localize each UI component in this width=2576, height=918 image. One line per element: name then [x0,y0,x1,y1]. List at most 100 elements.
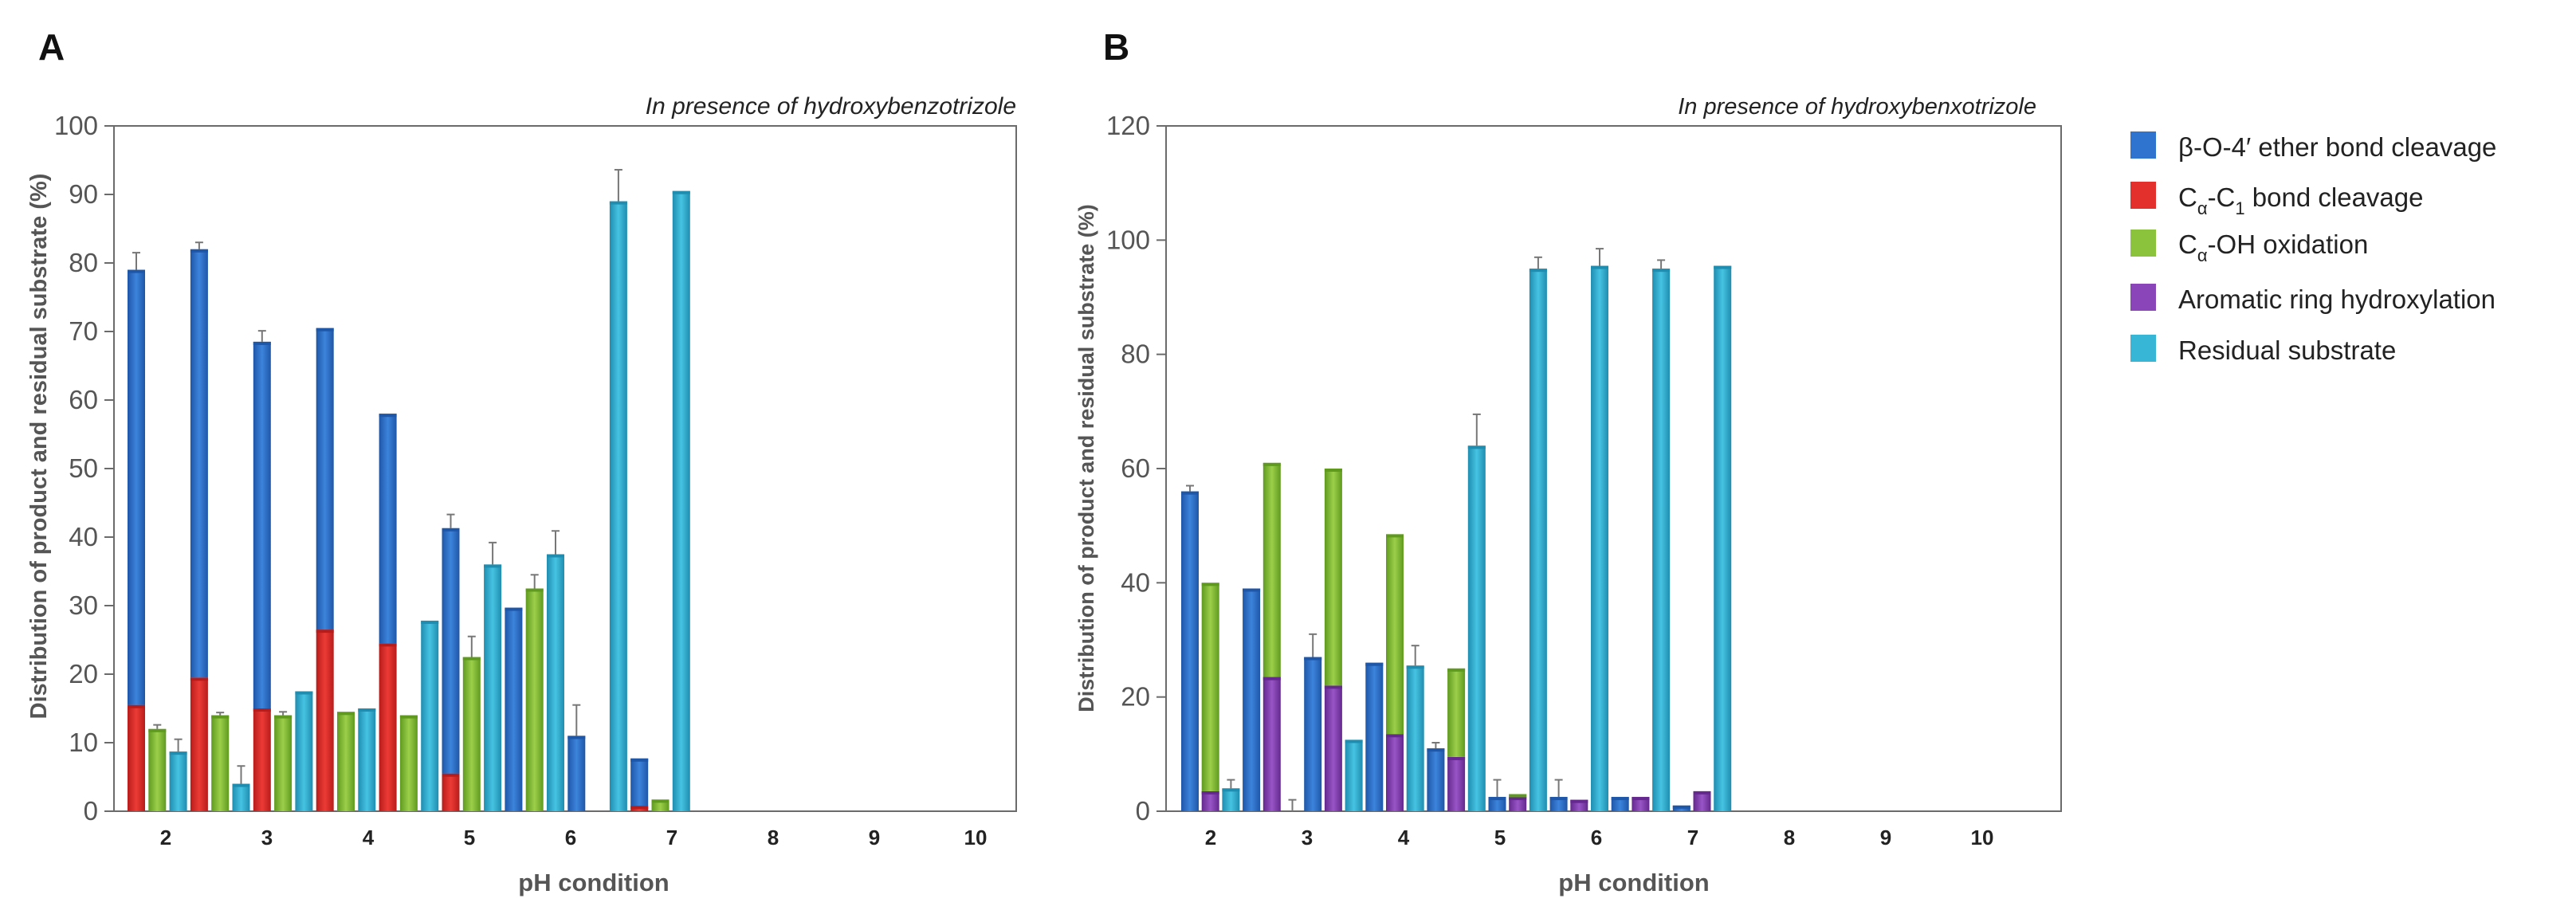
bar-beta-o4-b [1488,797,1506,811]
x-tick-label-b: 3 [1302,826,1313,849]
bar-cap-a [128,269,145,273]
bar-residual-b [1591,265,1608,811]
bar-cap-b [1222,788,1240,792]
y-tick-label-b: 120 [1106,111,1150,140]
legend-swatch-beta-o4 [2130,131,2156,159]
bar-cap-a [274,715,293,719]
bar-ca-oh-a [525,588,544,811]
bar-cap-b [1365,662,1384,666]
bar-cap-a [190,249,208,253]
bar-residual-a [295,691,313,811]
x-tick-label-b: 4 [1398,826,1410,849]
bar-beta-o4-a [316,328,334,630]
plot-frame-b [1165,125,2062,812]
x-tick-label-b: 8 [1784,826,1795,849]
y-tick-label-b: 100 [1106,225,1150,254]
bar-residual-b [1345,740,1363,811]
bar-ca-oh-a [148,728,167,811]
bar-cap-b [1549,797,1568,801]
bar-beta-o4-a [128,269,145,705]
bar-cap-a [316,328,334,332]
y-axis-title-a: Distribution of product and residual sub… [26,174,52,720]
bar-residual-a [609,201,627,812]
bar-residual-a [484,564,502,811]
x-tick-label-a: 5 [464,826,475,849]
bar-ca-oh-a [399,715,418,811]
bar-ca-oh-a [211,715,230,811]
bar-cap-a [421,620,439,624]
y-tick-label-b: 20 [1121,682,1150,712]
x-tick-label-a: 6 [565,826,576,849]
bar-cap-a [253,341,271,345]
bar-cap-b [1406,665,1424,669]
bar-aromatic-b [1447,756,1466,811]
chart-panel-a: A 0 10 20 30 40 50 60 70 80 90 100 2 3 4 5 6 7 8 9 10 In pr… [26,26,1017,896]
bar-cap-a [630,806,649,810]
bar-beta-o4-b [1549,797,1568,811]
x-axis-title-b: pH condition [1558,869,1709,896]
bar-cap-b [1652,269,1671,273]
bar-residual-a [421,620,439,811]
bar-cap-a [379,414,397,418]
y-tick-label-b: 60 [1121,453,1150,483]
bar-cap-a [484,564,502,568]
y-tick-label-b: 80 [1121,339,1150,369]
bar-residual-b [1222,788,1240,811]
bar-residual-b [1406,665,1424,811]
bar-cap-a [462,657,481,661]
y-tick-label-a: 60 [69,385,98,414]
x-tick-label-a: 8 [768,826,779,849]
y-tick-label-b: 0 [1136,796,1150,826]
x-tick-label-b: 7 [1687,826,1698,849]
bar-cap-a [672,190,690,194]
panel-label-a: A [38,26,65,68]
chart-panel-b: B 0 20 40 60 80 100 120 2 3 4 5 6 7 8 9 10 In presence … [1074,26,2062,896]
bar-cap-b [1632,797,1650,801]
bar-cap-b [1509,794,1527,798]
bar-cap-b [1386,534,1404,538]
bar-cap-b [1201,583,1219,586]
bar-cap-a [379,643,397,647]
bar-cap-b [1427,748,1445,752]
legend-label-residual: Residual substrate [2178,335,2396,365]
y-tick-label-a: 80 [69,248,98,277]
bar-cap-b [1324,469,1342,472]
bar-ca-c1-a [316,630,334,811]
bar-residual-a [358,708,376,811]
bar-cap-b [1672,805,1690,809]
x-tick-label-b: 10 [1971,826,1994,849]
bar-cap-a [547,554,564,558]
axes-a: 0 10 20 30 40 50 60 70 80 90 100 2 3 4 5 6 7 8 9 10 [54,111,1017,849]
bar-cap-a [232,783,250,787]
bar-aromatic-b [1509,797,1527,811]
bar-cap-b [1262,677,1281,681]
y-tick-label-a: 30 [69,590,98,620]
bar-cap-a [253,708,271,712]
y-tick-label-a: 90 [69,179,98,209]
bar-cap-b [1611,797,1629,801]
bar-ca-c1-a [190,677,208,811]
legend-label-ca-oh: Cα-OH oxidation [2178,230,2368,265]
bar-cap-b [1467,445,1486,449]
panel-label-b: B [1103,26,1129,68]
y-tick-label-a: 0 [84,796,98,826]
bar-ca-oh-b [1262,462,1281,677]
bar-cap-a [567,736,586,740]
bar-cap-a [525,588,544,592]
bar-beta-o4-a [630,758,649,806]
bar-ca-c1-a [442,773,460,811]
bar-cap-b [1386,734,1404,738]
bar-beta-o4-a [190,249,208,678]
bar-cap-a [211,715,230,719]
bar-cap-a [505,607,523,611]
legend: β-O-4′ ether bond cleavage Cα-C1 bond cl… [2130,131,2496,365]
x-axis-title-a: pH condition [518,869,669,896]
y-tick-label-a: 10 [69,728,98,757]
annotation-a: In presence of hydroxybenzotrizole [646,93,1016,120]
bar-beta-o4-b [1611,797,1629,811]
y-tick-label-a: 20 [69,659,98,688]
bar-cap-a [190,677,208,681]
bar-cap-a [148,728,167,732]
bar-cap-a [442,528,460,532]
